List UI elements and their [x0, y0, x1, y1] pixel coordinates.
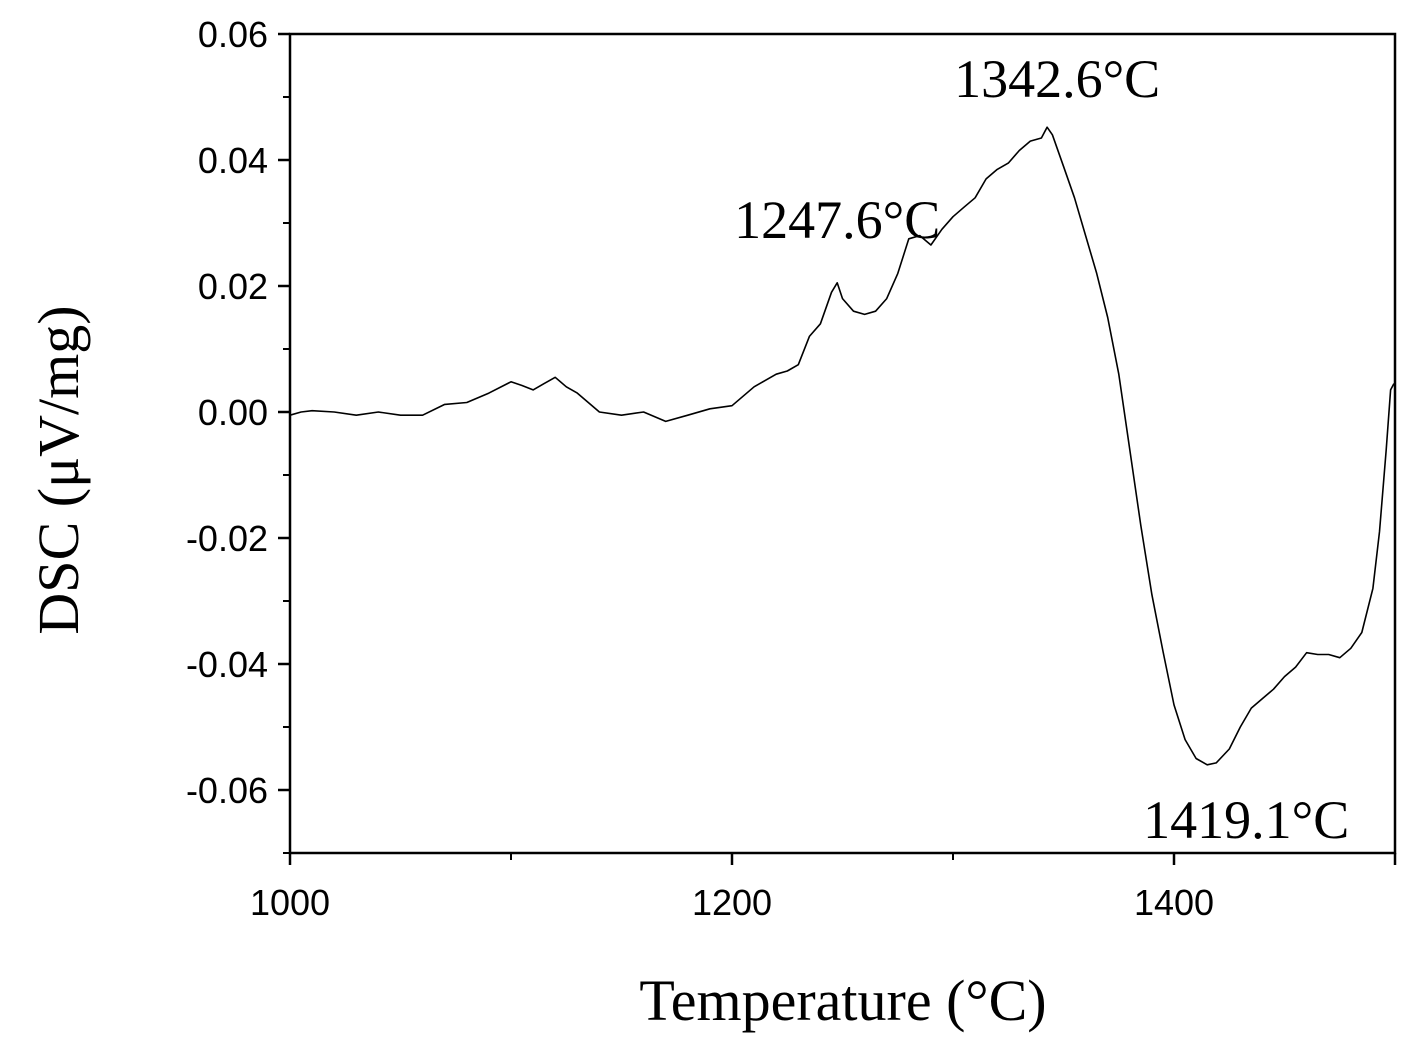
y-tick-label: 0.02: [198, 266, 268, 307]
peak-label: 1247.6°C: [734, 190, 940, 250]
y-tick-label: -0.04: [186, 644, 268, 685]
peak-annotations: 1247.6°C 1342.6°C 1419.1°C: [734, 49, 1349, 850]
peak-label: 1342.6°C: [954, 49, 1160, 109]
y-tick-label: 0.06: [198, 14, 268, 55]
x-tick-label: 1000: [250, 882, 330, 923]
x-tick-label: 1200: [692, 882, 772, 923]
x-axis-title: Temperature (°C): [639, 968, 1046, 1033]
dsc-curve: [289, 126, 1395, 766]
plot-frame: [288, 32, 1397, 855]
y-tick-label: 0.00: [198, 392, 268, 433]
y-tick-label: -0.02: [186, 518, 268, 559]
y-axis-title: DSC (μV/mg): [26, 305, 91, 634]
y-tick-label: 0.04: [198, 140, 268, 181]
axis-tick-labels: 1000 1200 1400 -0.06 -0.04 -0.02 0.00 0.02 0.04 0…: [186, 14, 1214, 923]
axis-ticks: [278, 32, 1397, 865]
y-tick-label: -0.06: [186, 770, 268, 811]
x-tick-label: 1400: [1134, 882, 1214, 923]
peak-label: 1419.1°C: [1143, 790, 1349, 850]
